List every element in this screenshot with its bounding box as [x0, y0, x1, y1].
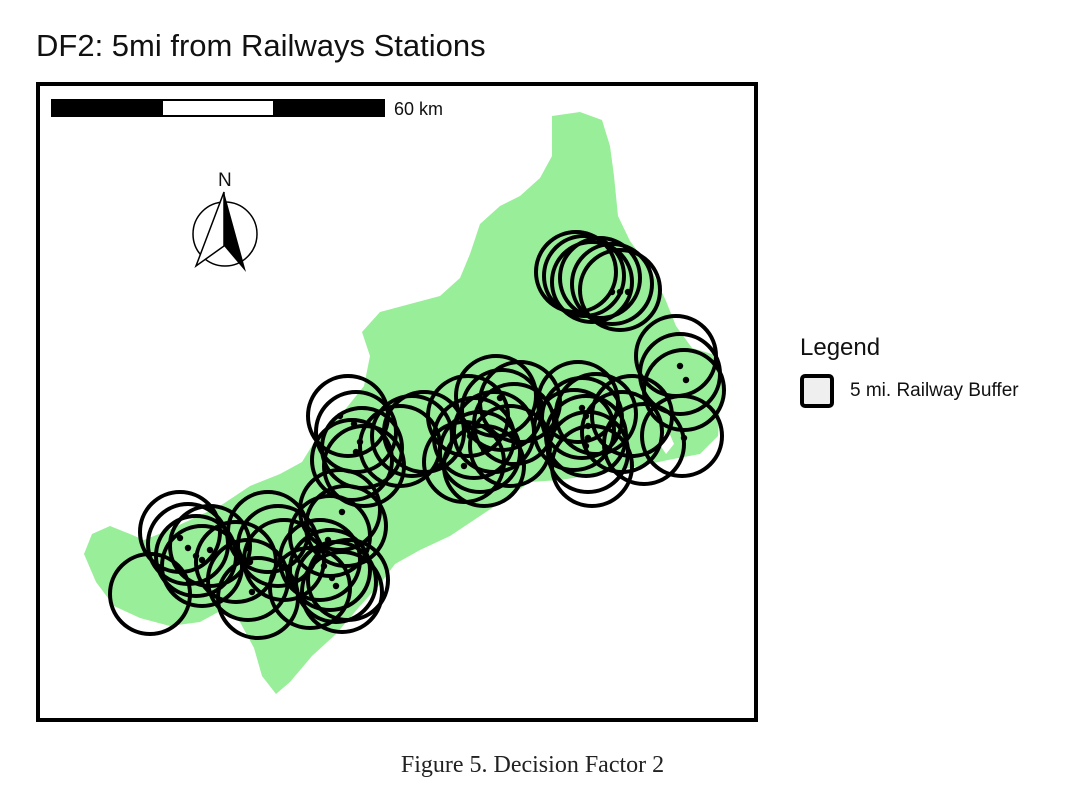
- station-point-12: [466, 432, 474, 440]
- buffer-ring-56: [288, 528, 372, 612]
- station-point-18: [584, 434, 592, 442]
- legend-label: 5 mi. Railway Buffer: [850, 380, 1019, 401]
- buffer-ring-49: [160, 524, 244, 608]
- station-point-25: [198, 556, 206, 564]
- station-point-30: [320, 562, 328, 570]
- railway-stations: [176, 288, 690, 596]
- station-point-29: [248, 588, 256, 596]
- buffer-ring-35: [532, 388, 616, 472]
- scale-bar: [51, 99, 385, 117]
- station-point-22: [176, 534, 184, 542]
- station-point-11: [496, 394, 504, 402]
- buffer-ring-14: [310, 418, 394, 502]
- station-point-8: [350, 420, 358, 428]
- station-point-1: [608, 288, 616, 296]
- legend-title: Legend: [800, 334, 881, 361]
- buffer-ring-51: [108, 552, 192, 636]
- station-point-28: [246, 558, 254, 566]
- buffer-ring-53: [206, 538, 290, 622]
- buffer-ring-23: [442, 424, 526, 508]
- land-inlet: [658, 430, 674, 454]
- map-canvas: 60 km N: [51, 99, 726, 694]
- buffer-ring-60: [268, 546, 352, 630]
- buffer-ring-59: [306, 538, 390, 622]
- station-point-9: [356, 438, 364, 446]
- station-point-16: [582, 412, 590, 420]
- station-point-27: [244, 544, 252, 552]
- station-point-21: [324, 536, 332, 544]
- station-point-5: [682, 376, 690, 384]
- station-point-32: [332, 582, 340, 590]
- buffer-ring-38: [590, 374, 674, 458]
- legend: Legend 5 mi. Railway Buffer: [800, 334, 1019, 408]
- station-point-23: [184, 544, 192, 552]
- land-mass: [84, 112, 724, 694]
- station-point-15: [578, 404, 586, 412]
- station-point-14: [460, 462, 468, 470]
- station-point-3: [624, 288, 632, 296]
- station-point-31: [328, 574, 336, 582]
- north-arrow-icon: [192, 191, 258, 272]
- station-point-13: [480, 446, 488, 454]
- station-point-10: [352, 448, 360, 456]
- buffer-ring-5: [570, 242, 654, 326]
- buffer-ring-6: [578, 248, 662, 332]
- station-point-4: [676, 362, 684, 370]
- railway-buffers: [108, 230, 726, 640]
- buffer-ring-9: [642, 348, 726, 432]
- buffer-ring-17: [370, 394, 454, 478]
- buffer-ring-29: [478, 360, 562, 444]
- buffer-ring-39: [554, 372, 638, 456]
- legend-swatch-buffer: [800, 374, 834, 408]
- figure-caption: Figure 5. Decision Factor 2: [400, 752, 665, 778]
- buffer-ring-4: [558, 236, 642, 320]
- station-point-24: [192, 552, 200, 560]
- legend-item: 5 mi. Railway Buffer: [800, 374, 1019, 408]
- map-title: DF2: 5mi from Railways Stations: [36, 28, 486, 63]
- buffer-ring-10: [640, 394, 724, 478]
- north-label: N: [218, 170, 232, 191]
- map-frame[interactable]: 60 km N: [36, 82, 758, 722]
- station-point-6: [680, 434, 688, 442]
- buffer-ring-36: [580, 390, 664, 474]
- station-point-7: [336, 412, 344, 420]
- station-point-2: [616, 288, 624, 296]
- buffer-ring-58: [300, 550, 384, 634]
- station-point-17: [584, 422, 592, 430]
- station-point-26: [206, 546, 214, 554]
- buffer-ring-3: [550, 240, 634, 324]
- station-point-19: [582, 442, 590, 450]
- scale-bar-label: 60 km: [394, 99, 443, 119]
- station-point-20: [338, 508, 346, 516]
